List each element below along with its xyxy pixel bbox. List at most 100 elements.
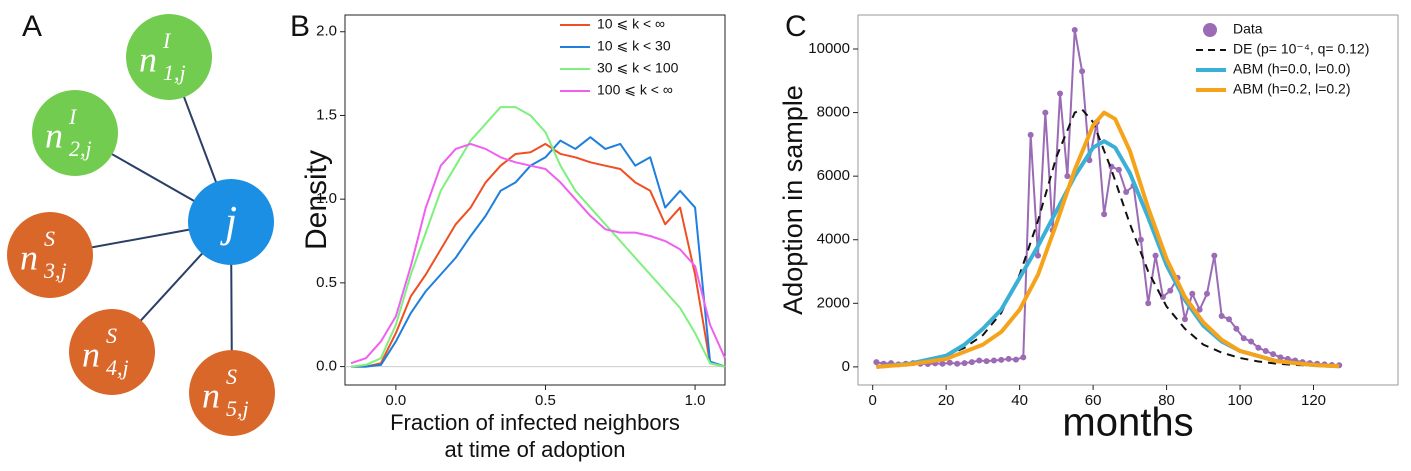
data-point	[1203, 290, 1210, 297]
legend-label: DE (p= 10⁻⁴, q= 0.12)	[1233, 41, 1369, 57]
data-point	[1079, 68, 1086, 75]
data-point	[1115, 166, 1122, 173]
y-tick-label: 1.0	[316, 190, 337, 207]
legend-label: 10 ⩽ k < 30	[597, 38, 671, 54]
x-tick-label: 0.0	[385, 392, 406, 409]
data-point	[1020, 354, 1027, 361]
y-tick-label: 10000	[808, 40, 850, 57]
series-line	[876, 139, 1340, 369]
x-tick-label: 0	[869, 392, 877, 409]
data-point	[1057, 90, 1064, 97]
series-line	[350, 136, 726, 368]
x-tick-label: 80	[1158, 392, 1175, 409]
data-point	[1226, 316, 1233, 323]
node-sup: I	[162, 28, 172, 53]
x-tick-label: 0.5	[535, 392, 556, 409]
panel-label: C	[785, 10, 807, 43]
data-point	[1240, 335, 1247, 342]
data-point	[946, 359, 953, 366]
x-tick-label: 120	[1301, 392, 1326, 409]
data-point	[976, 357, 983, 364]
data-point	[1262, 347, 1269, 354]
data-point	[1137, 236, 1144, 243]
x-tick-label: 40	[1011, 392, 1028, 409]
series-line	[876, 108, 1340, 368]
series-line	[876, 28, 1340, 367]
data-point	[1035, 252, 1041, 259]
data-point	[1196, 306, 1203, 313]
x-axis-label: months	[1062, 401, 1193, 445]
data-point	[954, 360, 961, 367]
data-point	[968, 359, 975, 366]
data-point	[1152, 252, 1159, 259]
data-point	[1248, 338, 1255, 345]
node-label: n	[82, 334, 100, 374]
data-point	[1277, 354, 1284, 361]
legend-label: ABM (h=0.0, l=0.0)	[1233, 61, 1351, 77]
x-tick-label: 60	[1085, 392, 1102, 409]
plot-frame	[344, 14, 726, 386]
legend-label: 10 ⩽ k < ∞	[597, 16, 665, 32]
data-point	[1012, 356, 1019, 363]
y-tick-label: 1.5	[316, 106, 337, 123]
node-sup: I	[68, 104, 78, 129]
legend-label: Data	[1233, 21, 1263, 37]
plot-frame	[857, 14, 1399, 386]
data-point	[1042, 109, 1049, 116]
data-point	[939, 360, 946, 367]
y-tick-label: 2000	[817, 294, 850, 311]
node-sub: 2,j	[69, 136, 92, 161]
data-point	[1064, 173, 1071, 180]
y-tick-label: 6000	[817, 167, 850, 184]
panel-label: B	[290, 10, 310, 43]
y-tick-label: 0	[842, 358, 850, 375]
x-tick-label: 20	[938, 392, 955, 409]
legend-label: ABM (h=0.2, l=0.2)	[1233, 81, 1351, 97]
data-point	[998, 356, 1005, 363]
node-label: n	[202, 375, 220, 415]
center-node	[188, 179, 274, 265]
node-label: n	[139, 39, 157, 79]
node	[7, 212, 93, 298]
data-point	[961, 360, 968, 367]
y-tick-label: 0.5	[316, 274, 337, 291]
center-label: j	[220, 197, 237, 246]
node-sub: 5,j	[226, 396, 249, 421]
data-point	[1189, 290, 1196, 297]
x-axis-label: at time of adoption	[444, 437, 625, 462]
data-point	[1270, 351, 1277, 358]
y-tick-label: 0.0	[316, 358, 337, 375]
data-point	[1005, 355, 1012, 362]
x-tick-label: 100	[1228, 392, 1253, 409]
data-point	[1167, 287, 1174, 294]
data-point	[1123, 189, 1130, 196]
series-line	[350, 142, 726, 365]
x-axis-label: Fraction of infected neighbors	[390, 410, 680, 435]
node-label: n	[45, 115, 63, 155]
node-sub: 1,j	[163, 60, 186, 85]
series-line	[350, 142, 726, 368]
y-axis-label: Adoption in sample	[778, 85, 808, 315]
node	[69, 309, 155, 395]
data-point	[1255, 344, 1262, 351]
node	[126, 14, 212, 100]
legend-label: 100 ⩽ k < ∞	[597, 82, 673, 98]
y-tick-label: 4000	[817, 231, 850, 248]
data-point	[873, 359, 880, 366]
legend-marker	[1203, 23, 1217, 37]
node-sub: 4,j	[106, 355, 129, 380]
data-point	[990, 357, 997, 364]
x-tick-label: 1.0	[685, 392, 706, 409]
node-sub: 3,j	[43, 258, 67, 283]
node-sup: S	[226, 364, 237, 389]
data-point	[1211, 252, 1218, 259]
y-axis-label: Density	[300, 150, 333, 250]
y-tick-label: 2.0	[316, 23, 337, 40]
legend-label: 30 ⩽ k < 100	[597, 60, 679, 76]
data-point	[1233, 325, 1240, 332]
node-sup: S	[106, 323, 117, 348]
y-tick-label: 8000	[817, 104, 850, 121]
node-label: n	[20, 237, 38, 277]
panel-label: A	[22, 10, 42, 43]
series-line	[876, 110, 1340, 369]
